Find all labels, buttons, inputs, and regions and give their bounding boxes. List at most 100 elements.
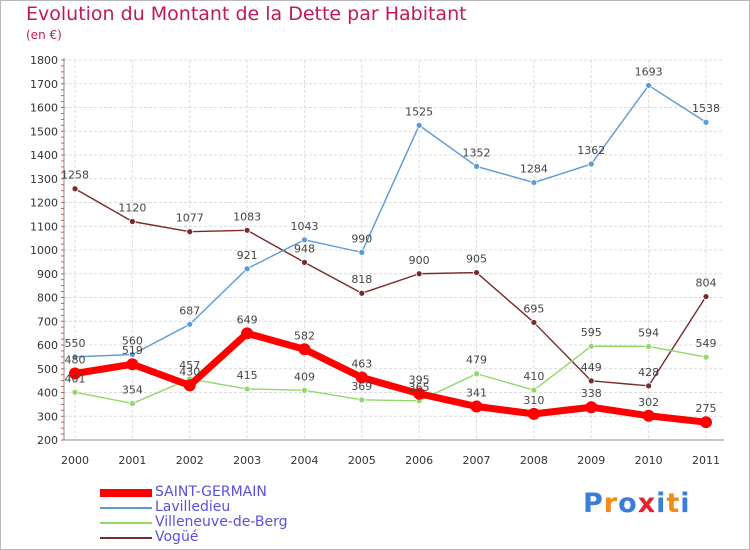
logo-letter: i (680, 488, 691, 519)
data-label-saint-germain: 430 (179, 365, 200, 378)
y-tick-label: 600 (37, 339, 58, 352)
data-point-vogue (358, 289, 366, 297)
x-tick-label: 2001 (118, 454, 146, 467)
data-label-saint-germain: 395 (409, 374, 430, 387)
y-tick-label: 400 (37, 387, 58, 400)
data-label-vogue: 804 (696, 277, 717, 290)
data-point-villeneuve-de-berg (702, 353, 710, 361)
data-point-saint-germain (470, 400, 483, 413)
legend-label-saint-germain: SAINT-GERMAIN (155, 484, 267, 500)
data-labels: 1258 1120 1077 1083 948 818 900 905 695 449 428 804… (61, 65, 720, 415)
data-label-lavilledieu: 1693 (635, 65, 663, 78)
legend-label-lavilledieu: Lavilledieu (155, 499, 231, 515)
data-point-villeneuve-de-berg (473, 370, 480, 378)
data-label-saint-germain: 302 (638, 396, 659, 409)
data-label-lavilledieu: 1043 (290, 220, 318, 233)
x-tick-label: 2003 (233, 454, 261, 467)
data-point-lavilledieu (473, 162, 480, 170)
x-tick-label: 2009 (577, 454, 605, 467)
data-label-vogue: 695 (523, 302, 544, 315)
x-tick-label: 2005 (348, 454, 376, 467)
data-label-villeneuve-de-berg: 409 (294, 370, 315, 383)
data-point-lavilledieu (530, 179, 538, 186)
logo-letter: t (666, 488, 681, 519)
legend-label-villeneuve-de-berg: Villeneuve-de-Berg (155, 514, 288, 530)
y-tick-label: 800 (37, 292, 58, 305)
data-point-saint-germain (69, 367, 81, 380)
data-label-lavilledieu: 560 (122, 335, 143, 348)
data-point-vogue (473, 269, 480, 276)
y-tick-label: 700 (37, 315, 58, 328)
data-point-saint-germain (241, 327, 254, 340)
logo-letter: r (603, 488, 619, 519)
x-tick-label: 2010 (635, 454, 663, 467)
data-point-lavilledieu (587, 160, 595, 168)
data-label-vogue: 1077 (176, 212, 204, 225)
x-tick-label: 2008 (520, 454, 548, 467)
x-tick-label: 2002 (176, 454, 204, 467)
y-tick-label: 1400 (30, 149, 58, 162)
data-point-lavilledieu (243, 265, 251, 273)
data-point-vogue (128, 218, 136, 225)
data-label-lavilledieu: 921 (237, 249, 258, 262)
data-label-vogue: 948 (294, 242, 315, 255)
data-point-vogue (71, 185, 79, 193)
data-label-villeneuve-de-berg: 410 (523, 370, 544, 383)
legend-swatch-lavilledieu (100, 507, 152, 509)
y-tick-label: 300 (37, 410, 58, 423)
data-point-villeneuve-de-berg (128, 400, 136, 407)
data-label-lavilledieu: 990 (351, 232, 372, 245)
data-label-saint-germain: 341 (466, 387, 487, 400)
series-line-lavilledieu (74, 84, 707, 358)
logo-letter: i (656, 488, 667, 519)
data-label-saint-germain: 463 (351, 358, 372, 371)
series-lines (69, 82, 712, 429)
data-label-lavilledieu: 687 (179, 304, 200, 317)
data-point-saint-germain (298, 343, 311, 356)
legend-swatch-villeneuve-de-berg (100, 522, 152, 524)
data-label-villeneuve-de-berg: 594 (638, 326, 659, 339)
x-tick-label: 2004 (290, 454, 318, 467)
y-tick-label: 1100 (30, 220, 58, 233)
y-tick-label: 1800 (30, 54, 58, 67)
data-label-lavilledieu: 1284 (520, 163, 548, 176)
y-tick-label: 900 (37, 268, 58, 281)
data-label-saint-germain: 310 (523, 394, 544, 407)
data-point-saint-germain (413, 387, 426, 400)
logo-letter: x (637, 488, 657, 519)
data-label-saint-germain: 519 (122, 344, 143, 357)
data-point-villeneuve-de-berg (587, 342, 595, 350)
data-point-vogue (301, 258, 308, 266)
data-point-villeneuve-de-berg (243, 385, 251, 393)
legend-label-vogue: Vogüé (155, 529, 199, 545)
data-point-lavilledieu (645, 82, 653, 89)
data-point-vogue (645, 382, 653, 390)
x-tick-label: 2006 (405, 454, 433, 467)
legend-swatch-saint-germain (100, 489, 152, 497)
data-point-saint-germain (183, 379, 196, 392)
series-line-vogue (74, 188, 707, 387)
data-label-lavilledieu: 1538 (692, 102, 720, 115)
data-point-vogue (702, 293, 710, 300)
y-tick-label: 500 (37, 363, 58, 376)
data-label-villeneuve-de-berg: 354 (122, 383, 143, 396)
data-label-villeneuve-de-berg: 365 (409, 381, 430, 394)
data-point-saint-germain (126, 358, 139, 371)
data-label-vogue: 900 (409, 254, 430, 267)
x-tick-label: 2007 (463, 454, 491, 467)
data-point-vogue (530, 319, 538, 326)
data-label-villeneuve-de-berg: 457 (179, 359, 200, 372)
logo-letter: P (583, 488, 604, 519)
data-point-lavilledieu (186, 320, 194, 328)
data-label-saint-germain: 480 (65, 354, 86, 367)
data-point-saint-germain (355, 371, 368, 384)
data-point-vogue (186, 228, 194, 236)
data-label-vogue: 905 (466, 253, 487, 266)
data-point-villeneuve-de-berg (301, 386, 308, 394)
data-point-lavilledieu (301, 236, 308, 244)
data-label-saint-germain: 582 (294, 329, 315, 342)
data-point-saint-germain (585, 401, 598, 414)
y-tick-label: 1600 (30, 102, 58, 115)
